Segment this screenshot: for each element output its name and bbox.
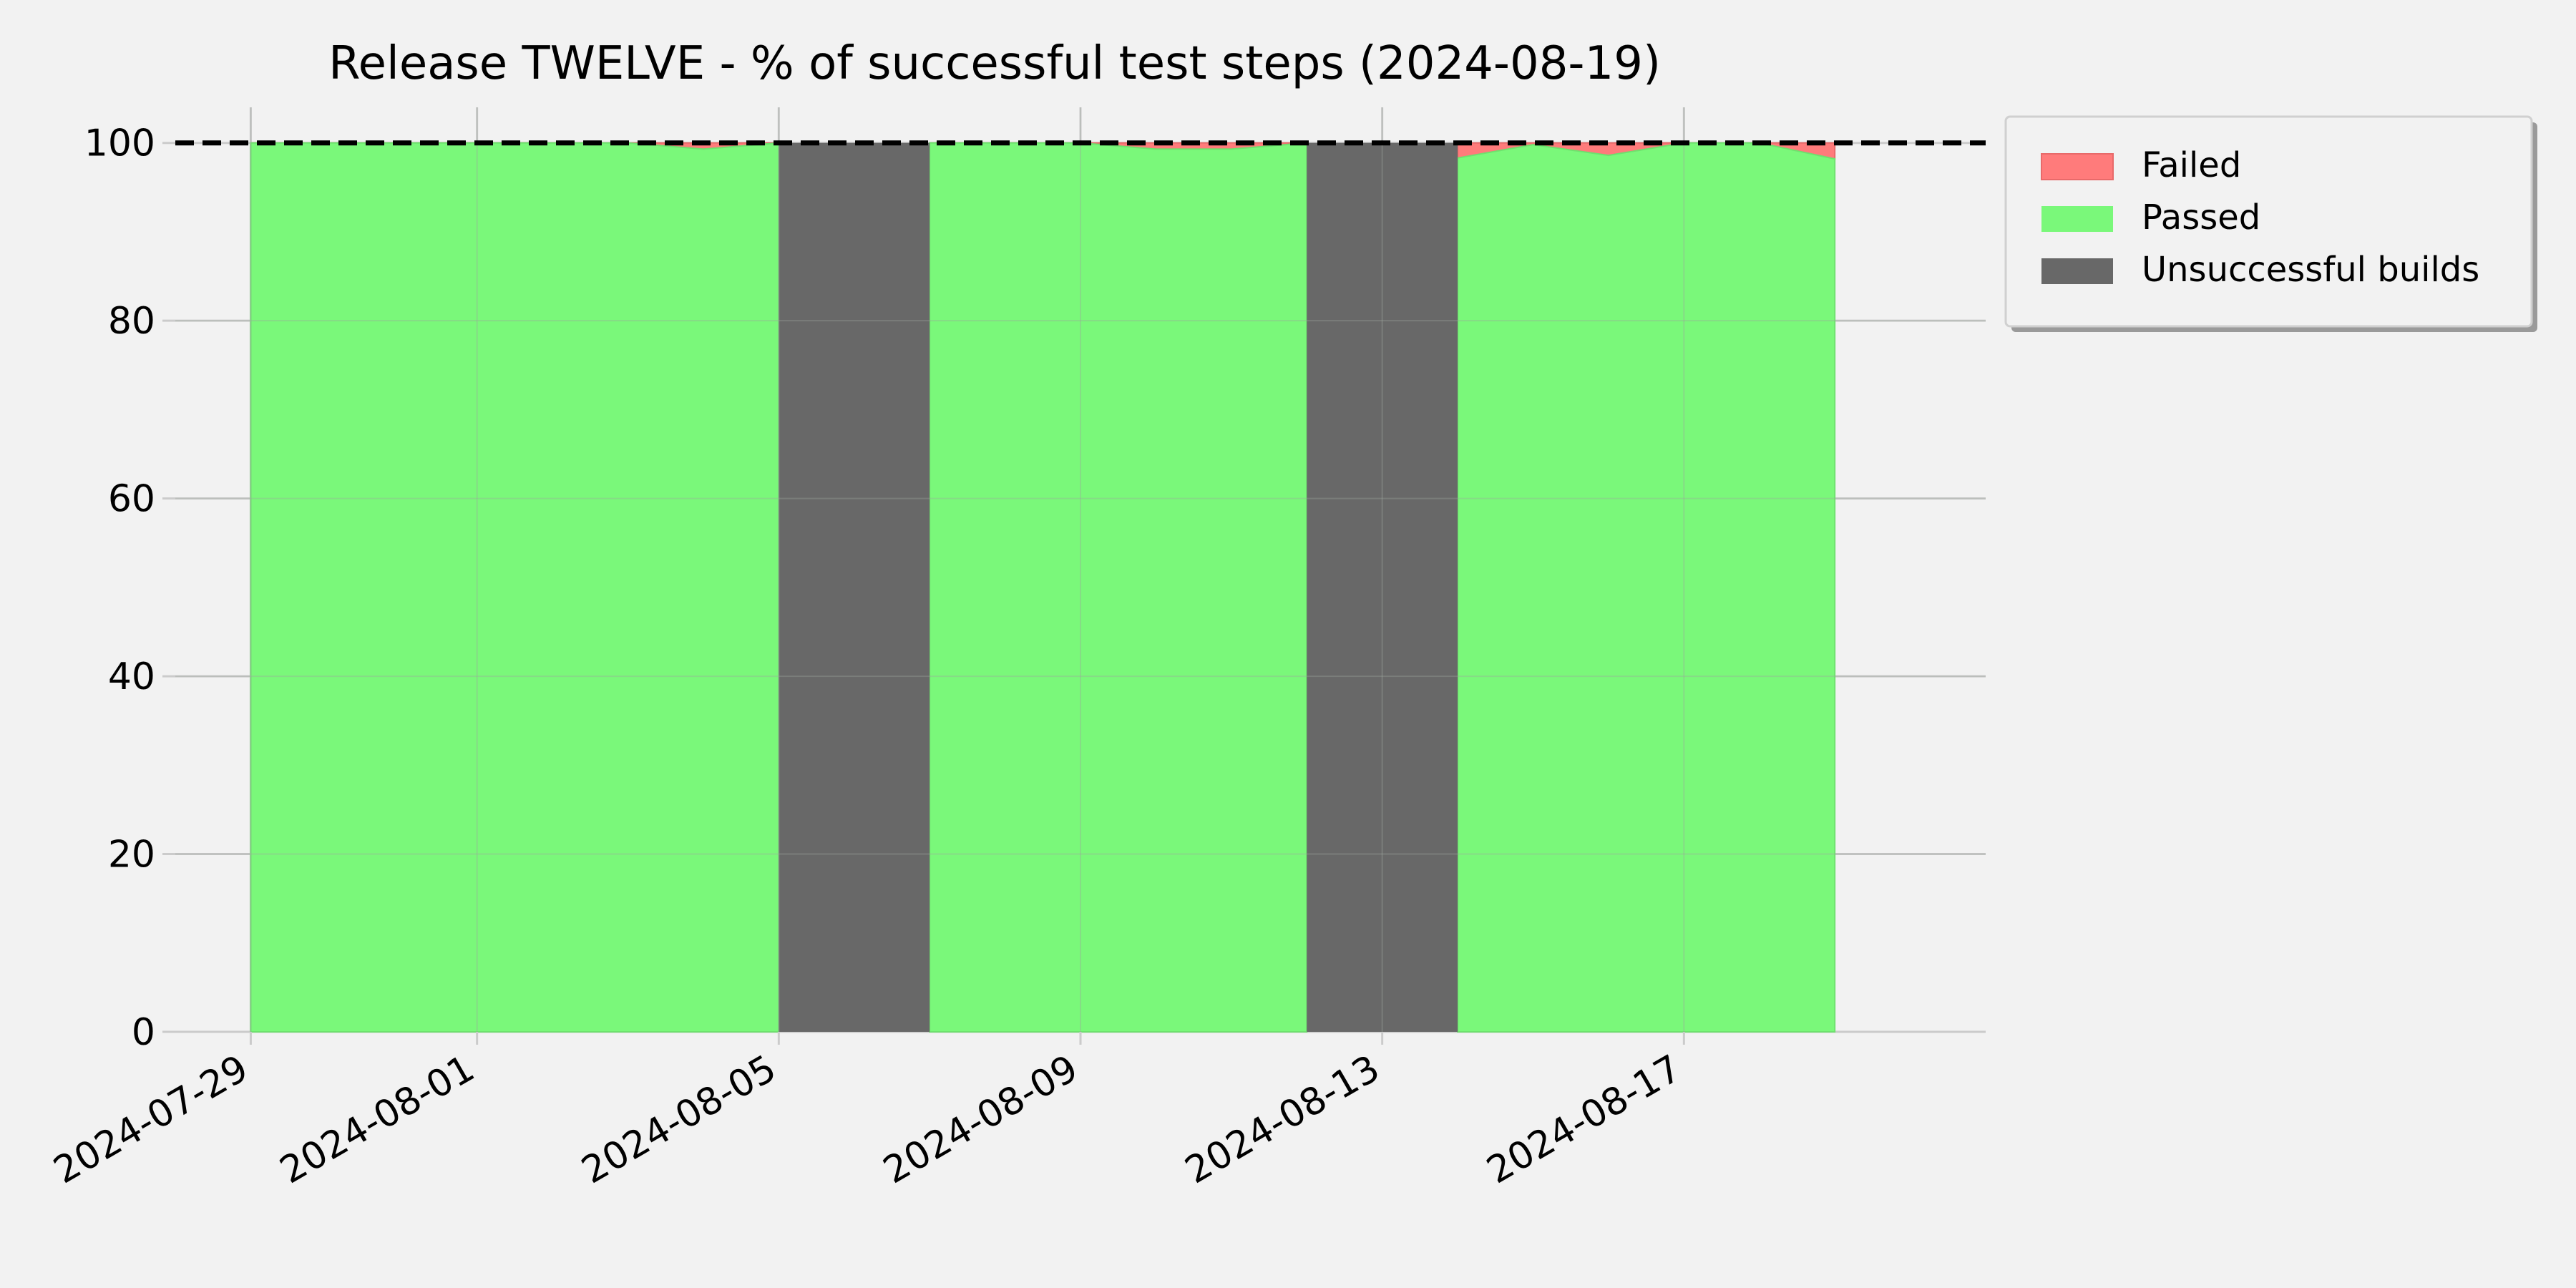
chart-title: Release TWELVE - % of successful test st…	[328, 37, 1661, 90]
y-tick-label-40: 40	[108, 655, 155, 698]
y-tick-label-20: 20	[108, 834, 155, 877]
unsuccessful-build-bar-0	[779, 142, 930, 1033]
x-axis-ticks: 2024-07-29 2024-08-01 2024-08-05 2024-08-09…	[47, 1032, 1689, 1192]
passed-area-layer	[250, 142, 1836, 1033]
legend: Failed Passed Unsuccessful builds	[2004, 115, 2537, 332]
x-tick-label-2024-08-01: 2024-08-01	[273, 1047, 482, 1192]
passed-area-segment-1	[929, 142, 1308, 1033]
legend-swatch-1	[2041, 206, 2113, 232]
y-tick-label-0: 0	[132, 1011, 155, 1054]
unsuccessful-build-bar-1	[1307, 142, 1458, 1033]
x-tick-label-2024-08-09: 2024-08-09	[877, 1047, 1085, 1192]
legend-swatch-2	[2041, 258, 2113, 284]
x-tick-label-2024-08-13: 2024-08-13	[1178, 1047, 1387, 1192]
passed-area-segment-2	[1457, 142, 1836, 1033]
grid-overlay	[175, 107, 1986, 1032]
y-tick-label-80: 80	[108, 300, 155, 343]
y-axis-ticks: 0 20 40 60 80 100	[84, 122, 175, 1054]
x-tick-label-2024-08-05: 2024-08-05	[575, 1047, 784, 1192]
legend-label-1: Passed	[2142, 197, 2260, 238]
y-tick-label-60: 60	[108, 478, 155, 521]
y-tick-label-100: 100	[84, 122, 155, 165]
legend-label-0: Failed	[2142, 145, 2241, 185]
legend-swatch-0	[2041, 153, 2114, 180]
x-tick-label-2024-08-17: 2024-08-17	[1480, 1047, 1689, 1192]
passed-area-segment-0	[250, 142, 780, 1033]
legend-label-2: Unsuccessful builds	[2142, 250, 2479, 290]
unsuccessful-builds-layer	[779, 142, 1458, 1033]
legend-box	[2004, 115, 2533, 328]
x-tick-label-2024-07-29: 2024-07-29	[47, 1047, 255, 1192]
